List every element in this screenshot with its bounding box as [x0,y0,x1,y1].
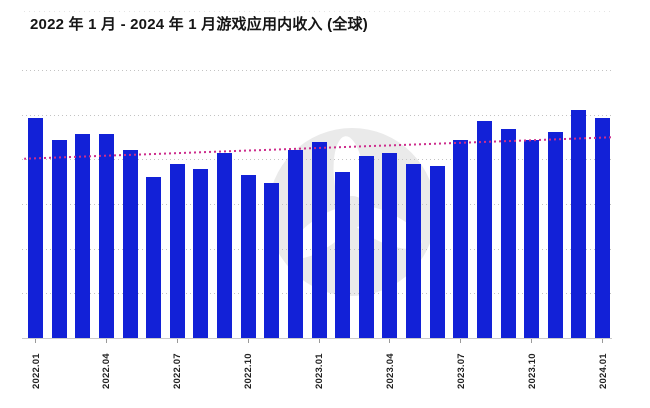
bar-2022.02[interactable] [51,139,67,338]
bar-2022.08[interactable] [193,169,209,338]
x-axis-tick [318,339,320,343]
x-axis-tick [460,339,462,343]
bar-2022.01[interactable] [28,118,43,338]
bar-2023.11[interactable] [547,131,563,338]
bar-2022.07[interactable] [169,163,185,338]
bar-2022.03[interactable] [75,134,91,338]
bar-2024.01[interactable] [595,118,610,338]
x-axis-tick [105,339,107,343]
x-axis-tick [35,339,36,343]
chart-title: 2022 年 1 月 - 2024 年 1 月游戏应用内收入 (全球) [30,16,368,33]
x-axis-label-2023.04: 2023.04 [384,353,396,389]
gridline [22,70,612,71]
bar-2023.03[interactable] [358,155,374,338]
x-axis-label-2022.04: 2022.04 [101,353,113,389]
bar-2023.02[interactable] [335,171,351,338]
bar-2023.12[interactable] [571,110,587,338]
x-axis-tick [176,339,178,343]
bar-2023.04[interactable] [382,153,398,338]
bar-2022.10[interactable] [240,174,256,338]
bar-2022.11[interactable] [264,182,280,338]
x-axis-label-2022.07: 2022.07 [172,353,184,389]
bar-2023.07[interactable] [453,139,469,338]
x-axis-label-2023.07: 2023.07 [455,353,467,389]
bar-2022.05[interactable] [122,150,138,338]
bar-2023.05[interactable] [406,163,421,338]
bar-2022.06[interactable] [146,177,162,338]
x-axis-tick [389,339,391,343]
x-axis-tick [247,339,249,343]
bar-2022.12[interactable] [287,150,303,338]
bar-2023.08[interactable] [476,120,492,338]
x-axis-line [22,338,612,339]
bar-2022.04[interactable] [98,134,114,338]
bar-2022.09[interactable] [217,153,232,338]
bar-2023.10[interactable] [524,139,540,338]
x-axis-tick [531,339,533,343]
top-divider-line [24,11,612,12]
x-axis-tick [602,339,603,343]
x-axis-label-2023.10: 2023.10 [526,353,538,389]
bar-2023.06[interactable] [429,166,445,338]
x-axis-label-2024.01: 2024.01 [597,353,609,389]
bar-2023.01[interactable] [311,142,327,338]
bar-2023.09[interactable] [500,128,516,338]
plot-area [22,70,612,339]
gridline [22,114,612,116]
x-axis-label-2022.01: 2022.01 [30,353,42,389]
x-axis-label-2022.10: 2022.10 [243,353,255,389]
x-axis-label-2023.01: 2023.01 [314,353,325,389]
bars-container [24,70,612,338]
